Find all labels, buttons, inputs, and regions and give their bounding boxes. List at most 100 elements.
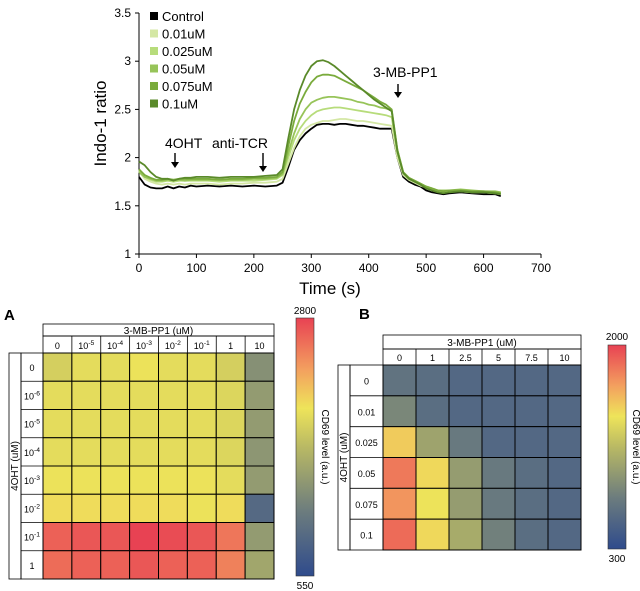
- y-tick-label: 1.5: [114, 199, 131, 213]
- colorbar-max: 2800: [294, 306, 317, 317]
- x-axis-label: Time (s): [299, 279, 361, 298]
- heatmap-cell: [547, 395, 582, 428]
- heatmap-cell: [158, 352, 188, 382]
- col-title: 3-MB-PP1 (uM): [124, 326, 193, 337]
- heatmap-cell: [514, 364, 549, 397]
- heatmap-cell: [514, 426, 549, 458]
- row-label: 0.05: [358, 469, 376, 479]
- heatmap-cell: [415, 518, 450, 551]
- heatmap-cell: [481, 518, 516, 551]
- colorbar-label: CD69 level (a.u.): [319, 409, 330, 484]
- heatmap-cell: [244, 437, 275, 467]
- heatmap-cell: [158, 437, 188, 467]
- x-tick-label: 100: [186, 261, 206, 275]
- colorbar-label: CD69 level (a.u.): [630, 409, 640, 484]
- legend-swatch: [150, 82, 158, 90]
- x-tick-label: 300: [301, 261, 321, 275]
- heatmap-cell: [415, 364, 450, 397]
- col-label: 10-4: [107, 340, 123, 351]
- heatmap-cell: [100, 352, 131, 382]
- heatmap-cell: [158, 493, 188, 523]
- heatmap-cell: [244, 493, 275, 523]
- annotation-text: 3-MB-PP1: [373, 64, 438, 80]
- heatmap-cell: [415, 457, 450, 489]
- heatmap-cell: [71, 409, 102, 439]
- heatmap-cell: [71, 550, 102, 580]
- heatmap-cell: [100, 550, 131, 580]
- heatmap-cell: [42, 437, 73, 467]
- legend-swatch: [150, 29, 158, 38]
- colorbar: [607, 344, 627, 550]
- heatmap-cell: [415, 487, 450, 520]
- y-tick-label: 2: [124, 151, 131, 165]
- heatmap-cell: [71, 437, 102, 467]
- y-axis-label: Indo-1 ratio: [91, 81, 110, 167]
- heatmap-cell: [547, 518, 582, 551]
- heatmap-cell: [215, 380, 246, 410]
- heatmap-cell: [42, 409, 73, 439]
- heatmap-cell: [514, 395, 549, 428]
- row-title: 4OHT (uM): [10, 441, 21, 491]
- y-tick-label: 3.5: [114, 6, 131, 20]
- heatmap-cell: [186, 493, 217, 523]
- heatmap-cell: [129, 465, 159, 495]
- heatmap-cell: [547, 457, 582, 489]
- heatmap-cell: [382, 395, 417, 428]
- series-line-0.075uM: [138, 73, 501, 195]
- row-label: 0.1: [360, 531, 373, 541]
- heatmap-cell: [382, 487, 417, 520]
- heatmap-cell: [481, 395, 516, 428]
- heatmap-cell: [186, 550, 217, 580]
- x-tick-label: 700: [531, 261, 551, 275]
- heatmap-cell: [42, 522, 73, 552]
- y-tick-label: 2.5: [114, 102, 131, 116]
- heatmap-cell: [382, 364, 417, 397]
- heatmap-cell: [100, 409, 131, 439]
- heatmap-cell: [158, 380, 188, 410]
- heatmap-cell: [382, 518, 417, 551]
- heatmap-cell: [215, 437, 246, 467]
- heatmap-cell: [481, 364, 516, 397]
- legend-label: 0.05uM: [162, 62, 205, 77]
- heatmap-cell: [382, 457, 417, 489]
- heatmap-cell: [448, 518, 483, 551]
- y-tick-label: 3: [124, 54, 131, 68]
- heatmap-cell: [186, 380, 217, 410]
- heatmap-cell: [547, 426, 582, 458]
- heatmap-cell: [129, 550, 159, 580]
- legend-swatch: [150, 64, 158, 73]
- row-label: 10-6: [24, 390, 40, 401]
- row-label: 0: [364, 376, 369, 386]
- heatmap-cell: [129, 352, 159, 382]
- heatmap-cell: [215, 493, 246, 523]
- heatmap-cell: [42, 465, 73, 495]
- heatmap-cell: [481, 457, 516, 489]
- heatmap-cell: [42, 352, 73, 382]
- panel-label-a: A: [4, 307, 15, 324]
- line-chart: 1 1.5 2 2.5 3 3.5 0 100 200 300 400 500 600 700 Time (…: [91, 6, 551, 298]
- heatmap-cell: [215, 550, 246, 580]
- row-label: 1: [29, 561, 34, 571]
- heatmap-cell: [448, 487, 483, 520]
- heatmap-cell: [42, 380, 73, 410]
- annotation-arrowhead: [259, 166, 267, 172]
- annotation-text: anti-TCR: [212, 135, 268, 151]
- heatmap-cell: [448, 364, 483, 397]
- legend-label: 0.01uM: [162, 27, 205, 42]
- legend-swatch: [150, 47, 158, 55]
- row-label: 10-1: [24, 532, 40, 543]
- row-label: 10-2: [24, 503, 40, 514]
- heatmap-cell: [158, 409, 188, 439]
- row-label: 0: [29, 363, 34, 373]
- heatmap-cell: [100, 437, 131, 467]
- heatmap-cell: [129, 409, 159, 439]
- annotation-arrowhead: [394, 92, 402, 98]
- colorbar-max: 2000: [606, 332, 629, 343]
- series-line-0.01uM: [138, 118, 501, 196]
- heatmap-cell: [215, 522, 246, 552]
- col-title: 3-MB-PP1 (uM): [447, 338, 516, 349]
- colorbar-min: 550: [297, 581, 314, 591]
- colorbar-min: 300: [609, 554, 626, 565]
- heatmap-cell: [100, 465, 131, 495]
